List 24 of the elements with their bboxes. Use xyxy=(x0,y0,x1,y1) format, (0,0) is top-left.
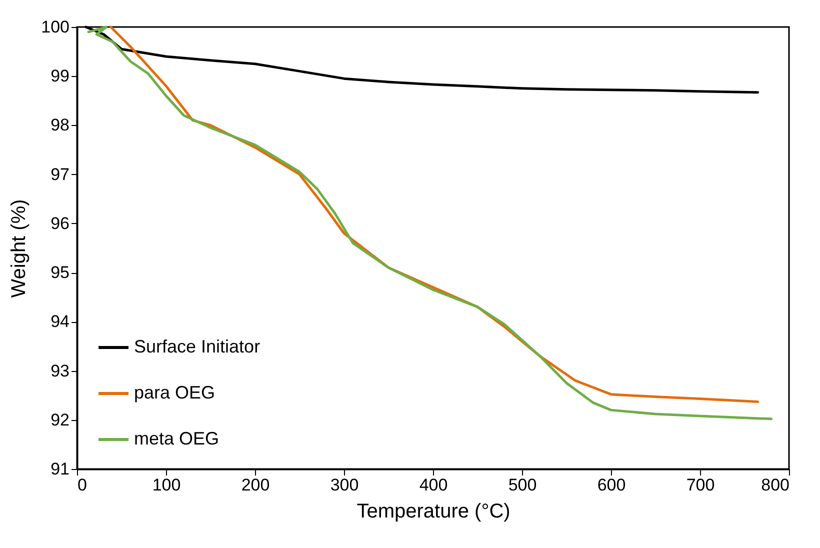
y-tick-label: 98 xyxy=(50,116,70,135)
y-tick-label: 96 xyxy=(50,214,70,233)
x-tick-label: 800 xyxy=(761,476,790,494)
x-tick-label: 200 xyxy=(241,476,270,494)
y-tick-label: 95 xyxy=(50,263,70,282)
x-tick-label: 0 xyxy=(78,476,87,494)
y-tick-label: 97 xyxy=(50,164,70,184)
y-tick-label: 92 xyxy=(50,410,70,430)
y-tick-label: 93 xyxy=(50,361,70,380)
legend-label: meta OEG xyxy=(134,428,220,448)
legend-label: para OEG xyxy=(134,382,216,402)
legend-label: Surface Initiator xyxy=(134,336,260,356)
x-tick-label: 500 xyxy=(508,476,537,494)
x-tick-label: 300 xyxy=(330,476,359,494)
x-tick-label: 700 xyxy=(686,476,715,494)
y-tick-label: 94 xyxy=(50,312,70,332)
x-axis-title: Temperature (°C) xyxy=(356,500,510,522)
x-tick-label: 400 xyxy=(419,476,448,494)
x-tick-label: 600 xyxy=(597,476,626,494)
x-tick-label: 100 xyxy=(152,476,181,494)
y-tick-label: 100 xyxy=(41,18,70,36)
y-tick-label: 91 xyxy=(50,460,70,478)
y-tick-label: 99 xyxy=(50,66,70,86)
y-axis-title: Weight (%) xyxy=(8,199,30,298)
